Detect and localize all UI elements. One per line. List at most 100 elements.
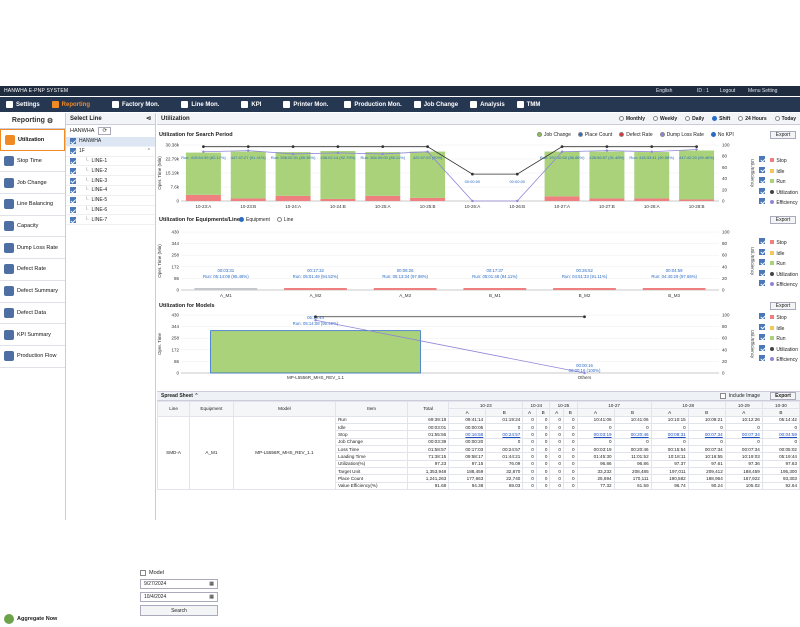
- option-line[interactable]: Line: [276, 217, 293, 223]
- kpi-option-place-count[interactable]: Place Count: [577, 132, 612, 138]
- line-checkbox[interactable]: [70, 206, 76, 213]
- legend-checkbox[interactable]: [759, 238, 766, 244]
- line-checkbox[interactable]: [70, 197, 76, 204]
- nav-item-defect-summary[interactable]: Defect Summary: [0, 281, 65, 303]
- nav-item-job-change[interactable]: Job Change: [0, 172, 65, 195]
- period-monthly[interactable]: Monthly: [618, 116, 645, 122]
- tree-line-item[interactable]: └ LINE-2: [66, 166, 155, 177]
- legend-checkbox[interactable]: [759, 313, 766, 319]
- root-checkbox[interactable]: [70, 138, 76, 145]
- nav-item-kpi-summary[interactable]: KPI Summary: [0, 324, 65, 346]
- collapse-icon[interactable]: ⊲: [145, 116, 151, 122]
- legend-item-run[interactable]: Run: [759, 259, 798, 270]
- period-daily[interactable]: Daily: [685, 116, 704, 122]
- tree-line-item[interactable]: └ LINE-4: [66, 186, 155, 196]
- menu-tmm[interactable]: TMM: [511, 97, 547, 112]
- menu-printer-mon[interactable]: Printer Mon.: [277, 97, 334, 112]
- legend-checkbox[interactable]: [759, 269, 766, 276]
- refresh-button[interactable]: ⟳: [98, 127, 112, 135]
- value-cell[interactable]: 00:20:46: [613, 430, 652, 439]
- legend-checkbox[interactable]: [759, 355, 766, 362]
- legend-checkbox[interactable]: [759, 177, 766, 184]
- tree-line-item[interactable]: └ LINE-6: [66, 206, 155, 216]
- nav-item-dump-loss-rate[interactable]: Dump Loss Rate: [0, 237, 65, 260]
- line-checkbox[interactable]: [70, 157, 76, 164]
- value-cell[interactable]: 00:16:58: [448, 430, 487, 439]
- legend-item-stop[interactable]: Stop: [759, 313, 798, 324]
- value-cell[interactable]: 00:03:19: [576, 430, 615, 439]
- menu-setting-link[interactable]: Menu Setting: [748, 88, 778, 94]
- gear-icon[interactable]: ⚙: [46, 117, 54, 125]
- language-select[interactable]: English: [656, 88, 673, 94]
- calendar-icon[interactable]: ▦: [209, 594, 214, 600]
- nav-item-line-balancing[interactable]: Line Balancing: [0, 194, 65, 216]
- legend-checkbox[interactable]: [759, 280, 766, 287]
- kpi-option-defect-rate[interactable]: Defect Rate: [619, 132, 653, 138]
- menu-line-mon[interactable]: Line Mon.: [175, 97, 225, 112]
- option-equipment[interactable]: Equipment: [239, 217, 270, 223]
- legend-checkbox[interactable]: [759, 166, 766, 173]
- aggregate-now-button[interactable]: Aggregate Now: [4, 611, 62, 627]
- calendar-icon[interactable]: ▦: [209, 581, 214, 587]
- export-button-1[interactable]: Export: [770, 131, 796, 139]
- line-checkbox[interactable]: [70, 187, 76, 194]
- line-checkbox[interactable]: [70, 167, 76, 174]
- legend-item-utilization[interactable]: Utilization: [759, 187, 798, 199]
- legend-item-idle[interactable]: Idle: [759, 166, 798, 178]
- legend-item-run[interactable]: Run: [759, 334, 798, 345]
- legend-item-run[interactable]: Run: [759, 177, 798, 188]
- nav-item-defect-data[interactable]: Defect Data: [0, 303, 65, 325]
- period-today[interactable]: Today: [774, 116, 796, 122]
- export-button-3[interactable]: Export: [770, 302, 796, 310]
- date-to-input[interactable]: 10/4/2024 ▦: [140, 592, 218, 602]
- line-checkbox[interactable]: [70, 177, 76, 184]
- export-button-sheet[interactable]: Export: [770, 392, 796, 400]
- legend-item-efficiency[interactable]: Efficiency: [759, 198, 798, 209]
- legend-item-idle[interactable]: Idle: [759, 248, 798, 260]
- period-weekly[interactable]: Weekly: [653, 116, 677, 122]
- search-button[interactable]: Search: [140, 605, 218, 616]
- legend-item-efficiency[interactable]: Efficiency: [759, 355, 798, 366]
- nav-item-stop-time[interactable]: Stop Time: [0, 151, 65, 173]
- model-option[interactable]: Model: [140, 570, 218, 576]
- legend-checkbox[interactable]: [759, 334, 766, 341]
- tree-root[interactable]: HANWHA: [66, 137, 155, 147]
- menu-production-mon[interactable]: Production Mon.: [338, 97, 407, 112]
- legend-item-utilization[interactable]: Utilization: [759, 344, 798, 356]
- menu-factory-mon[interactable]: Factory Mon.: [106, 97, 165, 112]
- menu-job-change[interactable]: Job Change: [408, 97, 464, 112]
- include-image-option[interactable]: Include Image: [719, 393, 760, 399]
- legend-checkbox[interactable]: [759, 323, 766, 330]
- kpi-option-dump-loss-rate[interactable]: Dump Loss Rate: [659, 132, 704, 138]
- legend-item-stop[interactable]: Stop: [759, 156, 798, 167]
- legend-checkbox[interactable]: [759, 187, 766, 194]
- legend-checkbox[interactable]: [759, 156, 766, 162]
- legend-checkbox[interactable]: [759, 259, 766, 266]
- value-cell[interactable]: 00:07:34: [724, 430, 763, 439]
- legend-checkbox[interactable]: [759, 248, 766, 255]
- period-24-hours[interactable]: 24 Hours: [738, 116, 767, 122]
- nav-item-utilization[interactable]: Utilization: [0, 129, 65, 151]
- tree-floor[interactable]: 1F ⌃: [66, 147, 155, 157]
- legend-item-stop[interactable]: Stop: [759, 238, 798, 249]
- menu-kpi[interactable]: KPI: [235, 97, 267, 112]
- value-cell[interactable]: 00:07:34: [687, 430, 726, 439]
- kpi-option-no-kpi[interactable]: No KPI: [710, 132, 734, 138]
- period-shift[interactable]: Shift: [712, 116, 730, 122]
- tree-line-item[interactable]: └ LINE-1: [66, 157, 155, 167]
- legend-item-idle[interactable]: Idle: [759, 323, 798, 335]
- line-checkbox[interactable]: [70, 216, 76, 223]
- kpi-option-job-change[interactable]: Job Change: [537, 132, 571, 138]
- legend-checkbox[interactable]: [759, 344, 766, 351]
- menu-settings[interactable]: Settings: [0, 97, 46, 112]
- floor-checkbox[interactable]: [70, 148, 76, 155]
- value-cell[interactable]: 00:24:57: [485, 430, 524, 439]
- export-button-2[interactable]: Export: [770, 216, 796, 224]
- value-cell[interactable]: 00:04:59: [761, 430, 800, 439]
- nav-item-capacity[interactable]: Capacity: [0, 216, 65, 238]
- logout-link[interactable]: Logout: [720, 88, 736, 94]
- menu-analysis[interactable]: Analysis: [464, 97, 511, 112]
- nav-item-defect-rate[interactable]: Defect Rate: [0, 259, 65, 281]
- legend-item-efficiency[interactable]: Efficiency: [759, 280, 798, 291]
- model-checkbox[interactable]: [140, 570, 146, 576]
